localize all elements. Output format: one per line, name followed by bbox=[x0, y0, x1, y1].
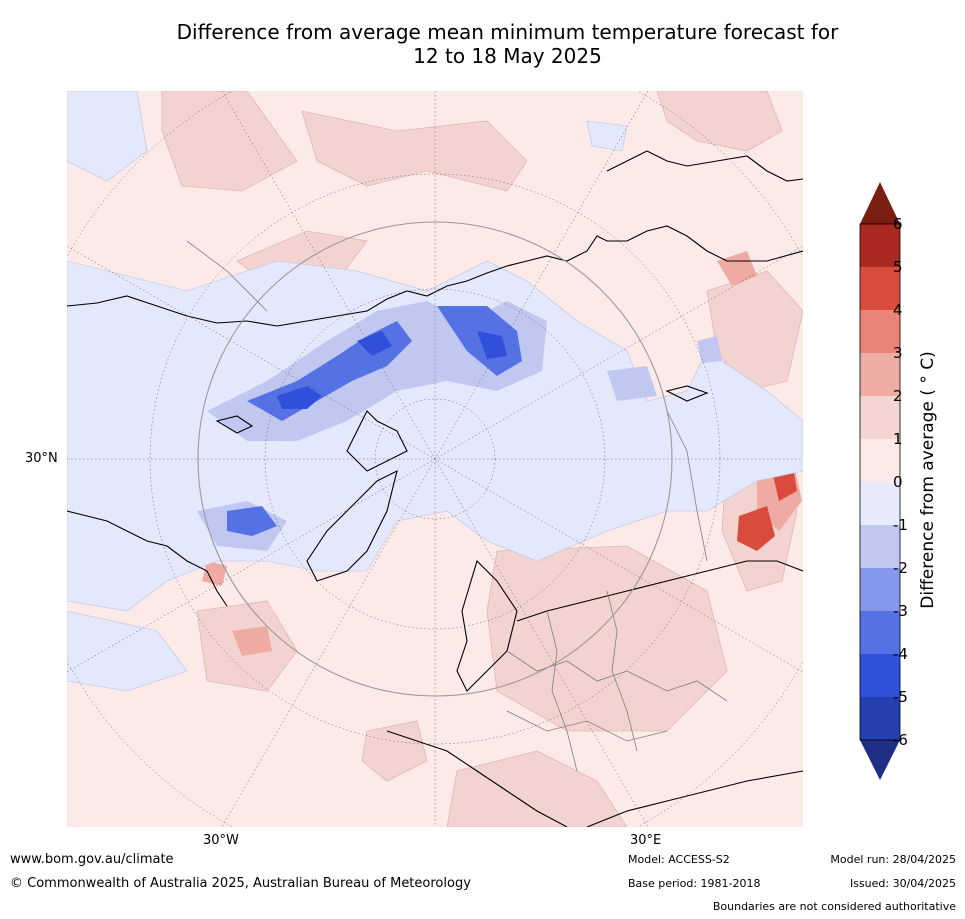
colorbar-extend-low bbox=[860, 740, 900, 780]
lon-label-30e: 30°E bbox=[630, 833, 662, 848]
colorbar-tick: 6 bbox=[893, 215, 903, 233]
colorbar-tick: 2 bbox=[893, 387, 903, 405]
title-line-1: Difference from average mean minimum tem… bbox=[176, 20, 839, 44]
colorbar-band-m2-m1 bbox=[860, 525, 900, 568]
colorbar-label: Difference from average ( ° C) bbox=[918, 351, 938, 609]
colorbar-frame bbox=[859, 223, 901, 741]
colorbar-band-m4-m3 bbox=[860, 611, 900, 654]
model-run-info: Model run: 28/04/2025 bbox=[830, 853, 956, 866]
colorbar-band-m6-m5 bbox=[860, 697, 900, 740]
colorbar-tick: 1 bbox=[893, 430, 903, 448]
colorbar-tick: -3 bbox=[893, 602, 908, 620]
colorbar-tick: 5 bbox=[893, 258, 903, 276]
colorbar-band-1-2 bbox=[860, 396, 900, 439]
latitude-ring bbox=[197, 221, 673, 697]
coastlines bbox=[67, 150, 803, 827]
copyright-text: © Commonwealth of Australia 2025, Austra… bbox=[10, 876, 471, 891]
colorbar-band-4-5 bbox=[860, 267, 900, 310]
lon-label-30w: 30°W bbox=[203, 833, 239, 848]
colorbar-tick: -4 bbox=[893, 645, 908, 663]
colorbar-tick: -2 bbox=[893, 559, 908, 577]
colorbar-tick: 3 bbox=[893, 344, 903, 362]
colorbar-band-0-1 bbox=[860, 439, 900, 482]
model-info: Model: ACCESS-S2 bbox=[628, 853, 730, 866]
colorbar-band-2-3 bbox=[860, 353, 900, 396]
colorbar-tick: -5 bbox=[893, 688, 908, 706]
forecast-map[interactable] bbox=[67, 91, 803, 827]
colorbar-tick: 4 bbox=[893, 301, 903, 319]
colorbar-band-3-4 bbox=[860, 310, 900, 353]
country-borders bbox=[186, 240, 728, 772]
lat-label-30n: 30°N bbox=[25, 451, 58, 466]
map-svg bbox=[67, 91, 803, 827]
chart-title: Difference from average mean minimum tem… bbox=[0, 20, 965, 68]
colorbar-tick: -1 bbox=[893, 516, 908, 534]
colorbar-tick: -6 bbox=[893, 731, 908, 749]
colorbar bbox=[859, 182, 901, 780]
title-line-2: 12 to 18 May 2025 bbox=[413, 44, 602, 68]
strong-cool-areas bbox=[277, 331, 507, 409]
website-link[interactable]: www.bom.gov.au/climate bbox=[10, 852, 174, 867]
colorbar-extend-high bbox=[860, 182, 900, 224]
base-period-info: Base period: 1981-2018 bbox=[628, 877, 761, 890]
colorbar-band-m3-m2 bbox=[860, 568, 900, 611]
colorbar-band-5-6 bbox=[860, 224, 900, 267]
colorbar-tick: 0 bbox=[893, 473, 903, 491]
issued-info: Issued: 30/04/2025 bbox=[849, 877, 956, 890]
graticule bbox=[67, 91, 803, 827]
colorbar-band-m5-m4 bbox=[860, 654, 900, 697]
colorbar-band-m1-0 bbox=[860, 482, 900, 525]
disclaimer-text: Boundaries are not considered authoritat… bbox=[712, 900, 956, 913]
